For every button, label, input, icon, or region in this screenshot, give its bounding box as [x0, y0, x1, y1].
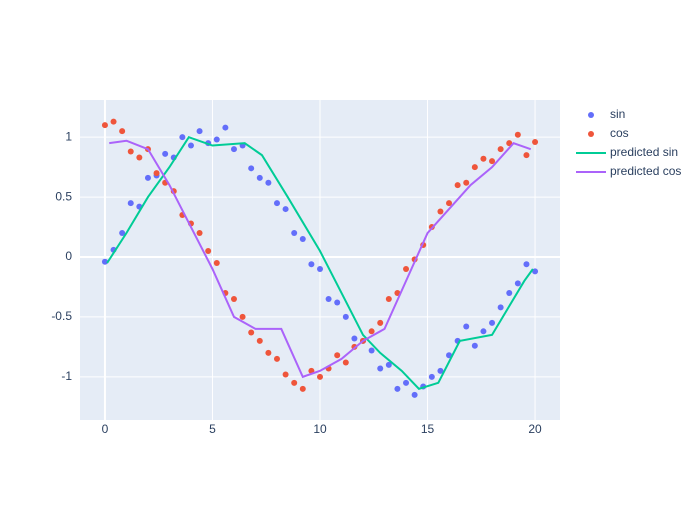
data-point [213, 136, 220, 143]
data-point [506, 289, 513, 296]
data-point [291, 379, 298, 386]
data-point [144, 174, 151, 181]
data-point [471, 164, 478, 171]
data-point [119, 128, 126, 135]
data-point [334, 352, 341, 359]
data-point [205, 248, 212, 255]
data-point [334, 299, 341, 306]
data-point [299, 385, 306, 392]
data-point [385, 361, 392, 368]
data-point [480, 328, 487, 335]
data-point [514, 131, 521, 138]
data-point [497, 146, 504, 153]
data-point [377, 365, 384, 372]
data-point [394, 385, 401, 392]
data-point [497, 304, 504, 311]
data-point [342, 313, 349, 320]
data-point [101, 122, 108, 129]
data-point [273, 355, 280, 362]
data-point [119, 230, 126, 237]
data-point [454, 182, 461, 189]
data-point [101, 258, 108, 265]
data-point [446, 200, 453, 207]
legend-label[interactable]: sin [610, 107, 625, 121]
data-point [377, 319, 384, 326]
data-point [230, 146, 237, 153]
legend-label[interactable]: cos [610, 126, 629, 140]
data-point [471, 342, 478, 349]
data-point [196, 230, 203, 237]
data-point [325, 295, 332, 302]
data-point [239, 313, 246, 320]
data-point [256, 174, 263, 181]
data-point [196, 128, 203, 135]
data-point [299, 236, 306, 243]
data-point [265, 349, 272, 356]
y-tick-label: -1 [61, 369, 72, 383]
data-point [308, 261, 315, 268]
data-point [248, 329, 255, 336]
data-point [506, 140, 513, 147]
data-point [463, 179, 470, 186]
data-point [136, 154, 143, 161]
x-tick-label: 0 [102, 422, 109, 436]
data-point [437, 208, 444, 215]
data-point [110, 118, 117, 125]
data-point [282, 206, 289, 213]
data-point [403, 265, 410, 272]
data-point [532, 138, 539, 145]
legend-label[interactable]: predicted cos [610, 164, 681, 178]
data-point [489, 158, 496, 165]
legend-label[interactable]: predicted sin [610, 145, 678, 159]
prediction-line [106, 135, 534, 390]
data-point [248, 165, 255, 172]
data-point [162, 150, 169, 157]
x-tick-label: 5 [209, 422, 216, 436]
data-point [480, 155, 487, 162]
y-tick-label: 0 [65, 249, 72, 263]
data-point [523, 152, 530, 159]
data-point [403, 379, 410, 386]
data-point [222, 124, 229, 131]
x-tick-label: 15 [421, 422, 435, 436]
legend-swatch [588, 131, 594, 137]
data-point [265, 179, 272, 186]
data-point [273, 200, 280, 207]
data-point [282, 371, 289, 378]
legend-swatch [588, 112, 594, 118]
data-point [437, 367, 444, 374]
data-point [256, 337, 263, 344]
data-point [213, 259, 220, 266]
x-tick-label: 10 [313, 422, 327, 436]
y-tick-label: -0.5 [51, 309, 72, 323]
data-point [523, 261, 530, 268]
data-point [428, 373, 435, 380]
data-point [127, 148, 134, 155]
x-tick-label: 20 [528, 422, 542, 436]
data-point [514, 280, 521, 287]
data-point [317, 373, 323, 380]
data-point [463, 323, 470, 330]
data-point [411, 391, 418, 398]
data-point [153, 170, 160, 177]
data-point [532, 268, 539, 275]
y-tick-label: 0.5 [55, 189, 72, 203]
data-point [342, 359, 349, 366]
data-point [179, 134, 186, 141]
prediction-line [109, 139, 532, 379]
data-point [351, 335, 358, 342]
data-point [368, 347, 375, 354]
data-point [230, 295, 237, 302]
data-point [291, 230, 298, 237]
data-point [187, 142, 194, 149]
y-tick-label: 1 [65, 129, 72, 143]
data-point [368, 328, 375, 335]
data-point [489, 319, 496, 326]
data-point [317, 265, 323, 272]
data-point [127, 200, 134, 207]
data-point [385, 295, 392, 302]
